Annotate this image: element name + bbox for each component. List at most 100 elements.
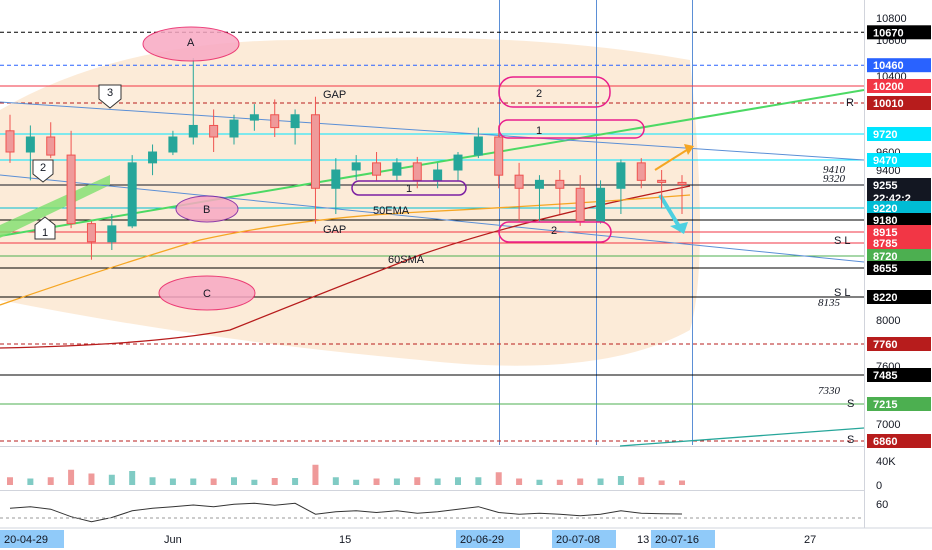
candle-body bbox=[555, 179, 565, 189]
candle-body bbox=[575, 187, 585, 222]
price-badge-label: 6860 bbox=[873, 436, 897, 448]
ellipse-B-label: B bbox=[203, 204, 210, 216]
time-tick-label: 20-07-08 bbox=[556, 534, 600, 546]
volume-axis-label: 0 bbox=[876, 480, 882, 492]
volume-bar bbox=[658, 480, 665, 485]
volume-bar bbox=[536, 479, 543, 485]
side-value: 7330 bbox=[818, 385, 841, 397]
volume-bar bbox=[577, 478, 584, 485]
price-badge-label: 9720 bbox=[873, 129, 897, 141]
price-badge bbox=[867, 434, 931, 448]
candle-body bbox=[66, 154, 76, 225]
pane-separator-2 bbox=[0, 490, 864, 491]
price-badge bbox=[867, 290, 931, 304]
price-badge-label: 9255 bbox=[873, 180, 897, 192]
price-badge bbox=[867, 58, 931, 73]
price-badge-label: 10200 bbox=[873, 81, 904, 93]
box-1-low-label: 1 bbox=[406, 183, 412, 195]
volume-bar bbox=[190, 478, 197, 485]
time-tick-label: Jun bbox=[164, 534, 182, 546]
volume-bar bbox=[679, 480, 685, 485]
price-badge bbox=[867, 337, 931, 351]
horizontal-levels bbox=[0, 31, 864, 442]
blue-downtrend-2 bbox=[0, 101, 865, 161]
price-badge bbox=[867, 201, 931, 215]
box-2-top-label: 2 bbox=[536, 88, 542, 100]
box-1-mid-label: 1 bbox=[536, 125, 542, 137]
side-value: 8135 bbox=[818, 297, 841, 309]
blue-downtrend bbox=[0, 174, 865, 263]
price-tick-label: 9400 bbox=[876, 165, 900, 177]
candle-body bbox=[636, 162, 646, 181]
trendlines bbox=[0, 89, 865, 447]
volume-bar bbox=[231, 477, 237, 485]
price-badge bbox=[867, 249, 931, 263]
volume-bar bbox=[353, 479, 360, 485]
price-axis: 1080010600104009600940080007800760070001… bbox=[867, 13, 931, 511]
wave-2-left-label: 2 bbox=[40, 162, 46, 174]
candle-body bbox=[473, 136, 483, 156]
projection-arrow-down bbox=[658, 193, 682, 230]
price-badge bbox=[867, 127, 931, 141]
volume-bar bbox=[292, 478, 299, 485]
ellipse-A bbox=[142, 26, 240, 62]
wave-1-callout bbox=[34, 216, 56, 240]
price-badge-label: 7485 bbox=[873, 370, 897, 382]
time-tick-label: 15 bbox=[339, 534, 351, 546]
price-badge-label: 8220 bbox=[873, 292, 897, 304]
volume-bar bbox=[332, 477, 339, 485]
candle-body bbox=[168, 136, 178, 153]
green-band bbox=[0, 175, 110, 238]
candle-body bbox=[270, 114, 280, 129]
volume-bar bbox=[393, 478, 400, 485]
price-badge-label: 10010 bbox=[873, 98, 904, 110]
time-badge bbox=[0, 530, 64, 548]
time-tick-label: 20-07-16 bbox=[655, 534, 699, 546]
price-badge-label: 8655 bbox=[873, 263, 897, 275]
candle-body bbox=[107, 225, 117, 243]
price-axis-divider bbox=[864, 0, 865, 528]
volume-bar bbox=[68, 469, 75, 485]
pane-separator bbox=[0, 446, 864, 447]
volume-bar bbox=[597, 478, 604, 485]
projection-arrow-down-head bbox=[670, 222, 688, 234]
price-badge bbox=[867, 96, 931, 110]
sma-line bbox=[0, 185, 691, 349]
wave-3-label: 3 bbox=[107, 87, 113, 99]
candle-body bbox=[25, 136, 35, 153]
volume-axis-label: 40K bbox=[876, 456, 896, 468]
candle-body bbox=[209, 124, 219, 138]
volume-bar bbox=[271, 478, 278, 485]
side-value: 9320 bbox=[823, 173, 846, 185]
time-tick-label: 13 bbox=[637, 534, 649, 546]
annotation-labels: GAP GAP 50EMA 60SMA A B C 2 1 1 2 2 3 1 bbox=[32, 37, 557, 300]
price-badge-label: 9180 bbox=[873, 215, 897, 227]
oscillator-line bbox=[9, 502, 683, 523]
candle-body bbox=[453, 154, 463, 171]
candle-body bbox=[534, 179, 544, 189]
time-tick-label: 27 bbox=[804, 534, 816, 546]
wave-2-callout bbox=[32, 159, 54, 183]
candle-body bbox=[514, 174, 524, 189]
ema-line bbox=[0, 194, 691, 306]
candle-body bbox=[677, 181, 687, 185]
volume-bar bbox=[373, 478, 380, 485]
candle-body bbox=[188, 124, 198, 138]
ellipse-C bbox=[158, 275, 256, 311]
candle-body bbox=[290, 114, 300, 129]
candle-body bbox=[5, 130, 15, 153]
candle-body bbox=[86, 223, 96, 243]
osc-axis-label: 60 bbox=[876, 499, 888, 511]
candle-body bbox=[148, 151, 158, 164]
volume-bar bbox=[638, 477, 645, 485]
volume-bar bbox=[475, 477, 482, 485]
time-tick-label: 20-04-29 bbox=[4, 534, 48, 546]
price-badge-label: 7215 bbox=[873, 399, 897, 411]
ema-label: 50EMA bbox=[373, 205, 410, 217]
side-marker: S L bbox=[834, 235, 851, 247]
side-marker: S L bbox=[834, 287, 851, 299]
candle-body bbox=[494, 136, 504, 176]
wave-1-left-label: 1 bbox=[42, 227, 48, 239]
